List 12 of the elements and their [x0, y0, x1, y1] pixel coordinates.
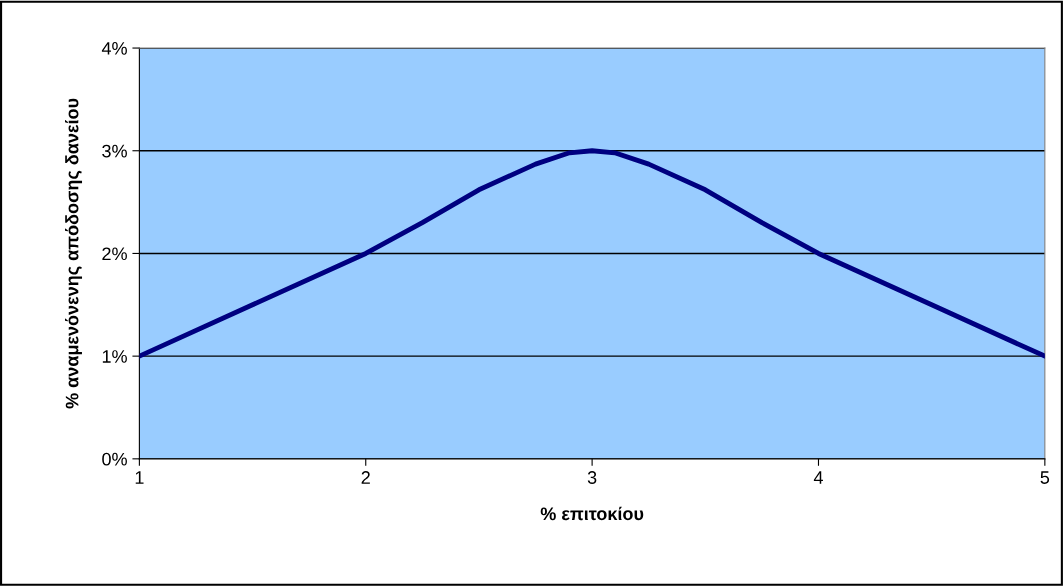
x-tick-label: 2	[361, 471, 370, 484]
y-axis-title: % αναμενόνενης απόδοσης δανείου	[65, 98, 83, 409]
y-tick-label: 3%	[102, 144, 127, 158]
y-tick-label: 4%	[101, 42, 127, 55]
x-tick-label: 4	[813, 471, 823, 484]
y-tick-label: 2%	[102, 247, 127, 261]
x-tick-label: 1	[135, 471, 144, 484]
y-tick-label: 0%	[102, 452, 127, 466]
y-tick-label: 1%	[102, 350, 127, 363]
x-tick-label: 3	[587, 471, 597, 484]
x-tick-label: 5	[1040, 471, 1050, 484]
x-axis-title: % επιτοκίου	[540, 506, 644, 521]
